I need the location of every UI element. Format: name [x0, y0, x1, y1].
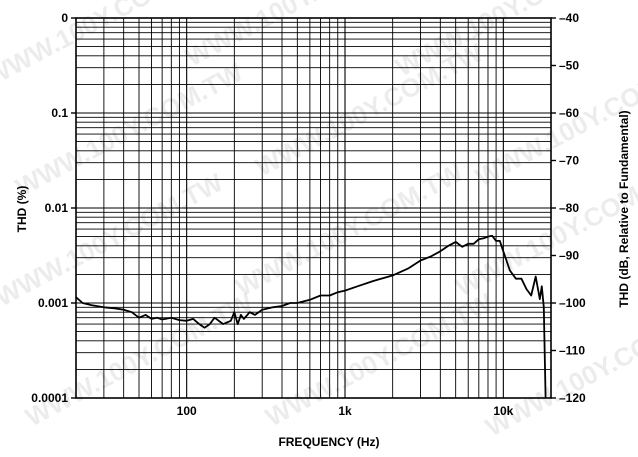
bottom-tick-label: 100 — [177, 404, 197, 418]
y-axis-title-right: THD (dB, Relative to Fundamental) — [617, 110, 631, 307]
left-tick-label: 0.01 — [45, 201, 69, 215]
left-tick-label: 0.0001 — [31, 391, 68, 405]
watermark-layer: WWW.100Y.COM.TW WWW.100Y.COM.TW WWW.100Y.C… — [0, 0, 638, 442]
bottom-tick-labels: 100 1k 10k — [177, 404, 514, 418]
right-tick-label: –50 — [559, 59, 579, 73]
watermark-text: WWW.100Y.COM.TW — [180, 0, 418, 72]
left-tick-label: 0 — [61, 11, 68, 25]
right-tick-label: –100 — [559, 296, 586, 310]
thd-series-line — [75, 234, 547, 399]
right-tick-label: –120 — [559, 391, 586, 405]
left-tick-labels: 0 0.1 0.01 0.001 0.0001 — [31, 11, 76, 405]
watermark-text: WWW.100Y.COM.TW — [470, 47, 638, 192]
right-tick-label: –90 — [559, 249, 579, 263]
y-axis-title-left: THD (%) — [15, 186, 29, 233]
x-axis-title: FREQUENCY (Hz) — [278, 435, 379, 449]
grid — [76, 18, 551, 398]
right-tick-label: –70 — [559, 154, 579, 168]
right-tick-label: –60 — [559, 106, 579, 120]
bottom-tick-label: 1k — [338, 404, 352, 418]
left-tick-label: 0.001 — [38, 296, 68, 310]
bottom-tick-label: 10k — [493, 404, 513, 418]
right-tick-label: –110 — [559, 344, 585, 358]
right-tick-label: –80 — [559, 201, 579, 215]
right-tick-label: –40 — [559, 11, 579, 25]
right-tick-labels: –40 –50 –60 –70 –80 –90 –100 –110 –120 — [551, 11, 586, 405]
left-tick-label: 0.1 — [51, 106, 68, 120]
watermark-text: WWW.100Y.COM.TW — [260, 287, 498, 432]
